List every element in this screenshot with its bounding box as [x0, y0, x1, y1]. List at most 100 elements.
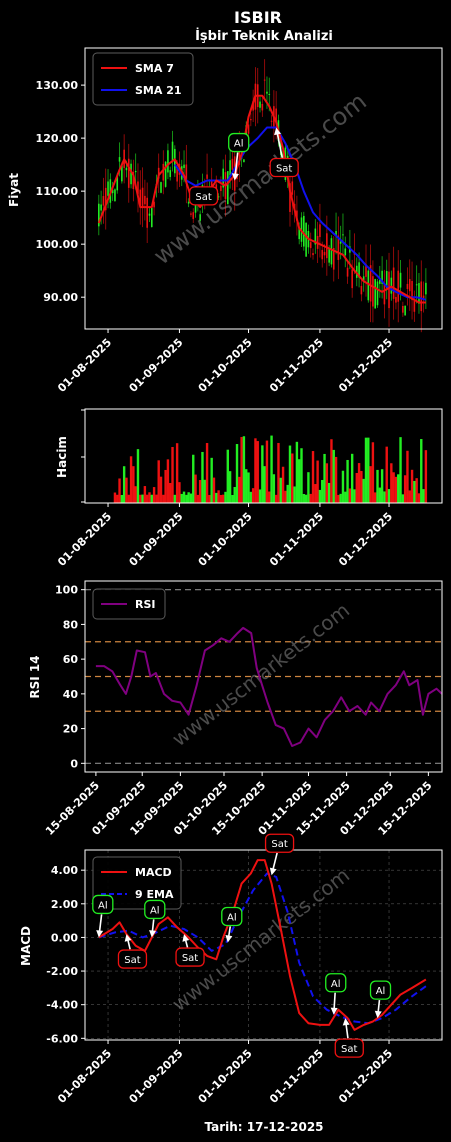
volume-bar [157, 460, 160, 503]
volume-bar [139, 494, 142, 503]
candle-body [408, 279, 411, 292]
volume-bar [334, 456, 338, 503]
rsi-line [95, 626, 443, 747]
volume-bar [300, 448, 303, 503]
candle-body [222, 168, 224, 188]
sell-signal-label: Sat [195, 192, 211, 203]
volume-bar [295, 441, 299, 503]
candle-body [132, 171, 135, 190]
candle-body [210, 181, 213, 190]
volume-bar [171, 446, 174, 503]
candle-body [425, 282, 427, 295]
candle-body [367, 270, 370, 301]
y-tick-label: 80 [63, 618, 79, 631]
candle-body [125, 167, 128, 171]
volume-bar [224, 491, 227, 503]
volume-bar [182, 491, 186, 503]
candle-body [261, 103, 264, 111]
candle-body [372, 276, 374, 307]
volume-bar [272, 474, 276, 503]
candle-body [130, 163, 132, 185]
volume-bar [263, 466, 266, 503]
volume-bar [390, 463, 393, 503]
volume-bar [152, 487, 156, 503]
signal-arrow [234, 152, 239, 176]
candle-body [319, 224, 321, 238]
signal-arrow-head [231, 173, 239, 181]
volume-bar [219, 494, 223, 503]
volume-bar [148, 492, 151, 503]
volume-bar [277, 442, 280, 503]
candle-body [289, 183, 291, 212]
volume-bar [185, 494, 188, 503]
buy-signal-label: Al [331, 979, 341, 990]
y-tick-label: 60 [63, 653, 79, 666]
sell-signal-label: Sat [276, 164, 292, 175]
candle-body [169, 170, 172, 177]
candle-body [148, 213, 151, 216]
candle-body [107, 181, 109, 196]
volume-bar [194, 474, 197, 503]
candle-body [275, 108, 277, 122]
candle-body [312, 253, 314, 256]
buy-signal-label: Al [98, 900, 108, 911]
candle-body [114, 189, 116, 202]
candle-body [358, 262, 360, 278]
candle-body [160, 182, 162, 193]
volume-bar [155, 494, 158, 503]
volume-bar [235, 444, 239, 503]
candle-body [243, 159, 245, 163]
volume-bar [348, 488, 352, 503]
candle-body [326, 233, 328, 259]
candle-body [111, 189, 114, 194]
candle-body [100, 204, 102, 211]
buy-signal-label: Al [150, 905, 160, 916]
candle-body [192, 212, 195, 219]
candle-body [279, 135, 282, 156]
volume-bar [355, 472, 358, 503]
volume-bar [203, 479, 206, 503]
volume-bar [178, 482, 181, 503]
volume-bar [221, 494, 225, 503]
volume-bar [238, 476, 241, 503]
candle-body [339, 241, 342, 244]
sell-signal-box [334, 1038, 364, 1058]
figure-subtitle: İşbir Teknik Analizi [195, 28, 333, 44]
candle-body [231, 158, 234, 170]
y-tick-label: 0 [70, 757, 78, 770]
volume-bar [242, 436, 246, 503]
candle-body [415, 284, 418, 286]
volume-bar [192, 454, 195, 503]
candle-body [399, 272, 402, 288]
y-tick-label: -4.00 [46, 999, 78, 1012]
candle-body [328, 248, 330, 263]
candle-body [291, 181, 294, 195]
volume-bar [279, 477, 282, 503]
x-axis-label: Tarih: 17-12-2025 [204, 1120, 323, 1134]
candle-body [144, 195, 146, 205]
candle-body [139, 189, 142, 206]
volume-bar [307, 472, 310, 503]
volume-bar [251, 488, 255, 503]
buy-signal-label: Al [227, 912, 237, 923]
volume-bar [150, 494, 153, 503]
candle-body [376, 281, 379, 306]
volume-bar [180, 493, 183, 503]
candle-body [121, 164, 123, 182]
sell-signal-label: Sat [271, 839, 287, 850]
candle-body [153, 201, 155, 208]
signal-arrow-head [274, 127, 281, 136]
sell-signal-label: Sat [124, 955, 140, 966]
candle-body [309, 242, 312, 249]
volume-bar [274, 494, 278, 503]
volume-bar [270, 435, 273, 503]
volume-bar [265, 440, 269, 503]
volume-bar [159, 476, 163, 503]
volume-bar [284, 490, 287, 503]
y-tick-label: 0.00 [51, 931, 78, 944]
volume-bar [362, 478, 365, 503]
volume-bar [401, 494, 405, 503]
volume-bar [399, 437, 402, 503]
volume-bar [231, 494, 234, 503]
candle-body [388, 271, 390, 309]
